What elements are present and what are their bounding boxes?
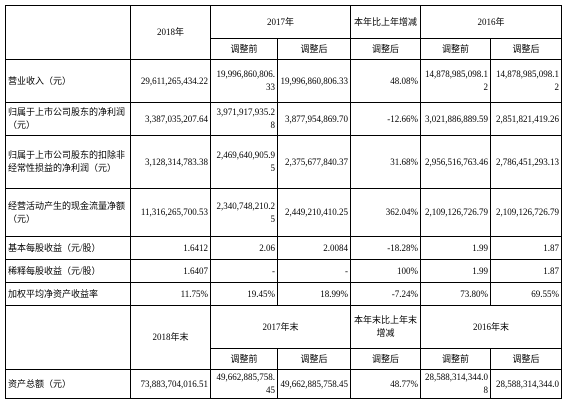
table-body: 2018年 2017年 本年比上年增减 2016年 调整前 调整后 调整后 调整… [5, 5, 563, 399]
value-cell: 69.55% [490, 282, 563, 306]
corner-cell [5, 305, 131, 370]
data-row: 经营活动产生的现金流量净额（元） 11,316,265,700.53 2,340,7… [5, 188, 563, 237]
value-cell: 2,109,126,726.79 [420, 188, 492, 237]
value-cell: 2,469,640,905.95 [210, 135, 278, 189]
data-row: 基本每股收益（元/股） 1.6412 2.06 2.0084 -18.28% 1.99 1.… [5, 236, 563, 260]
value-cell: 19,996,860,806.33 [210, 59, 278, 103]
value-cell: 29,611,265,434.22 [130, 59, 211, 103]
value-cell: 2,956,516,763.46 [420, 135, 492, 189]
subheader-cell: 调整前 [210, 348, 278, 370]
value-cell: 1.87 [490, 259, 563, 283]
value-cell: 2.06 [210, 236, 278, 260]
row-label: 基本每股收益（元/股） [5, 236, 131, 260]
value-cell: 73.80% [420, 282, 492, 306]
data-row: 资产总额（元） 73,883,704,016.51 49,662,885,758.4… [5, 369, 563, 399]
value-cell: -12.66% [350, 102, 422, 136]
row-label: 加权平均净资产收益率 [5, 282, 131, 306]
value-cell: -18.28% [350, 236, 422, 260]
row-label: 营业收入（元） [5, 59, 131, 103]
value-cell: 73,883,704,016.51 [130, 369, 211, 399]
subheader-row: 调整前 调整后 调整后 调整前 调整后 [6, 38, 563, 60]
subheader-cell: 调整后 [276, 348, 352, 370]
value-cell: 1.87 [490, 236, 563, 260]
header-cell: 2018年末 [130, 305, 211, 370]
value-cell: 1.6407 [130, 259, 211, 283]
value-cell: 3,387,035,207.64 [130, 102, 211, 136]
value-cell: 49,662,885,758.45 [210, 369, 278, 399]
value-cell: 3,021,886,889.59 [420, 102, 492, 136]
subheader-cell: 调整后 [350, 348, 422, 370]
subheader-cell: 调整后 [350, 38, 422, 60]
value-cell: 100% [350, 259, 422, 283]
value-cell: 1.99 [420, 236, 492, 260]
value-cell: 3,877,954,869.70 [276, 102, 352, 136]
value-cell: - [210, 259, 278, 283]
row-label: 资产总额（元） [5, 369, 131, 399]
subheader-cell: 调整前 [210, 38, 278, 60]
value-cell: 11,316,265,700.53 [130, 188, 211, 237]
value-cell: 28,588,314,344.0 [490, 369, 563, 399]
value-cell: 14,878,985,098.12 [490, 59, 563, 103]
value-cell: 18.99% [276, 282, 352, 306]
header-cell: 2018年 [130, 5, 211, 60]
value-cell: 28,588,314,344.08 [420, 369, 492, 399]
data-row: 营业收入（元） 29,611,265,434.22 19,996,860,806.3… [5, 59, 563, 103]
header-row: 2018年末 2017年末 本年末比上年末增减 2016年末 [5, 305, 563, 370]
value-cell: 3,128,314,783.38 [130, 135, 211, 189]
header-cell: 2017年 [209, 5, 352, 39]
value-cell: 2,449,210,410.25 [276, 188, 352, 237]
value-cell: 2,375,677,840.37 [276, 135, 352, 189]
header-row: 2018年 2017年 本年比上年增减 2016年 [5, 5, 563, 60]
value-cell: -7.24% [350, 282, 422, 306]
header-cell: 2017年末 [209, 305, 352, 349]
value-cell: 2.0084 [276, 236, 352, 260]
value-cell: 2,340,748,210.25 [210, 188, 278, 237]
row-label: 经营活动产生的现金流量净额（元） [5, 188, 131, 237]
value-cell: 14,878,985,098.12 [420, 59, 492, 103]
header-cell: 2016年末 [420, 305, 563, 349]
value-cell: 2,851,821,419.26 [490, 102, 563, 136]
value-cell: 19.45% [210, 282, 278, 306]
value-cell: 48.77% [350, 369, 422, 399]
value-cell: 1.6412 [130, 236, 211, 260]
data-row: 稀释每股收益（元/股） 1.6407- -100% 1.99 1.87 [5, 259, 563, 283]
value-cell: 48.08% [350, 59, 422, 103]
data-row: 归属于上市公司股东的净利润（元） 3,387,035,207.64 3,971,91… [5, 102, 563, 136]
header-cell: 2016年 [420, 5, 563, 39]
row-label: 归属于上市公司股东的扣除非经常性损益的净利润（元） [5, 135, 131, 189]
value-cell: 19,996,860,806.33 [276, 59, 352, 103]
value-cell: 362.04% [350, 188, 422, 237]
financial-table: 2018年 2017年 本年比上年增减 2016年 调整前 调整后 调整后 调整… [5, 5, 563, 399]
subheader-cell: 调整后 [490, 348, 563, 370]
value-cell: 3,971,917,935.28 [210, 102, 278, 136]
data-row: 加权平均净资产收益率 11.75% 19.45% 18.99% -7.24% 73.80%… [5, 282, 563, 306]
data-row: 归属于上市公司股东的扣除非经常性损益的净利润（元） 3,128,314,783.3… [5, 135, 563, 189]
row-label: 归属于上市公司股东的净利润（元） [5, 102, 131, 136]
header-cell: 本年末比上年末增减 [350, 305, 422, 349]
value-cell: 31.68% [350, 135, 422, 189]
subheader-cell: 调整后 [276, 38, 352, 60]
value-cell: 49,662,885,758.45 [276, 369, 352, 399]
subheader-cell: 调整后 [490, 38, 563, 60]
value-cell: - [276, 259, 352, 283]
value-cell: 2,786,451,293.13 [490, 135, 563, 189]
row-label: 稀释每股收益（元/股） [5, 259, 131, 283]
subheader-cell: 调整前 [420, 348, 492, 370]
header-cell: 本年比上年增减 [350, 5, 422, 39]
value-cell: 2,109,126,726.79 [490, 188, 563, 237]
subheader-cell: 调整前 [420, 38, 492, 60]
value-cell: 1.99 [420, 259, 492, 283]
value-cell: 11.75% [130, 282, 211, 306]
corner-cell [5, 5, 131, 60]
